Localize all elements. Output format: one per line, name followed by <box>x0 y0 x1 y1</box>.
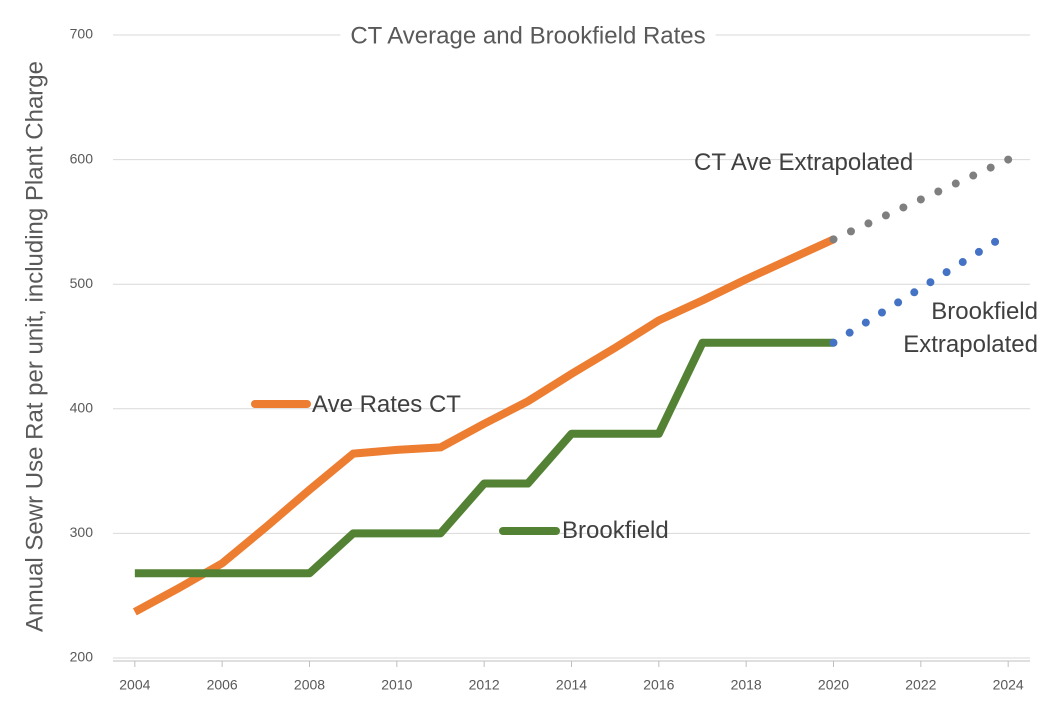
x-tick-label: 2020 <box>818 677 849 693</box>
x-tick-label: 2010 <box>381 677 412 693</box>
series-line <box>132 235 836 616</box>
data-point <box>899 203 908 212</box>
data-point <box>864 219 873 228</box>
data-point <box>877 308 886 317</box>
x-tick-label: 2014 <box>556 677 587 693</box>
data-point <box>986 163 995 172</box>
data-point <box>991 237 1000 246</box>
data-point <box>846 227 855 236</box>
x-tick-label: 2004 <box>119 677 150 693</box>
y-tick-label: 400 <box>70 400 94 416</box>
data-point <box>881 211 890 220</box>
data-point <box>942 268 951 277</box>
y-axis-title: Annual Sewr Use Rat per unit, including … <box>21 61 48 632</box>
data-point <box>916 195 925 204</box>
x-tick-label: 2008 <box>294 677 325 693</box>
title-background <box>340 20 716 52</box>
x-tick-label: 2012 <box>469 677 500 693</box>
chart-title: CT Average and Brookfield Rates <box>350 22 705 49</box>
data-point <box>829 235 838 244</box>
data-point <box>926 278 935 287</box>
x-tick-label: 2018 <box>731 677 762 693</box>
data-point <box>951 179 960 188</box>
y-tick-label: 600 <box>70 150 94 166</box>
x-tick-label: 2022 <box>905 677 936 693</box>
x-tick-label: 2016 <box>643 677 674 693</box>
data-point <box>1004 155 1013 164</box>
x-tick-label: 2024 <box>993 677 1024 693</box>
y-tick-label: 300 <box>70 524 94 540</box>
y-tick-label: 700 <box>70 26 94 42</box>
data-point <box>934 187 943 196</box>
data-point <box>910 288 919 297</box>
series-label: CT Ave Extrapolated <box>694 149 914 176</box>
y-tick-label: 200 <box>70 649 94 665</box>
data-point <box>829 338 838 347</box>
data-point <box>861 318 870 327</box>
data-point <box>969 171 978 180</box>
data-point <box>894 298 903 307</box>
data-point <box>845 328 854 337</box>
x-tick-label: 2006 <box>207 677 238 693</box>
y-tick-label: 500 <box>70 275 94 291</box>
data-point <box>974 247 983 256</box>
series-label: Brookfield Extrapolated <box>903 298 1038 358</box>
series-label: Ave Rates CT <box>312 391 461 418</box>
series-label: Brookfield <box>562 517 669 544</box>
data-point <box>958 258 967 267</box>
series-line <box>134 338 834 578</box>
